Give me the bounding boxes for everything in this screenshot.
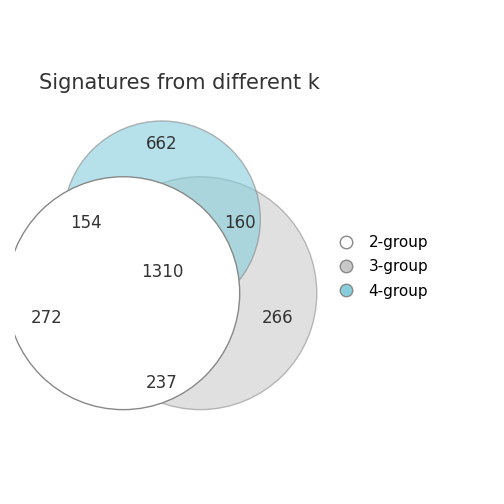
Title: Signatures from different k: Signatures from different k xyxy=(39,73,320,93)
Text: 272: 272 xyxy=(30,309,62,327)
Text: 154: 154 xyxy=(70,214,101,232)
Text: 662: 662 xyxy=(146,135,178,153)
Text: 266: 266 xyxy=(262,309,293,327)
Text: 160: 160 xyxy=(224,214,256,232)
Circle shape xyxy=(84,177,317,410)
Circle shape xyxy=(64,121,261,318)
Text: 1310: 1310 xyxy=(141,263,183,281)
Legend: 2-group, 3-group, 4-group: 2-group, 3-group, 4-group xyxy=(325,229,434,305)
Circle shape xyxy=(7,177,240,410)
Text: 237: 237 xyxy=(146,374,178,393)
